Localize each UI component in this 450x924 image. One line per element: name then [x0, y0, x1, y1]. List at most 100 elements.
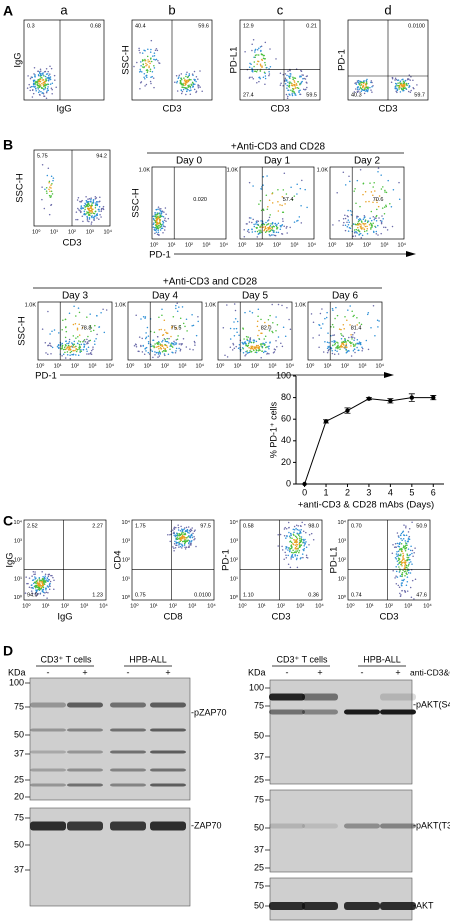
event-dot — [184, 546, 186, 549]
event-dot — [245, 342, 247, 345]
event-dot — [88, 217, 91, 219]
event-dot — [142, 63, 144, 65]
event-dot — [157, 208, 159, 210]
event-dot — [391, 552, 394, 554]
event-dot — [77, 354, 80, 356]
group-label: HPB-ALL — [363, 654, 401, 664]
event-dot — [157, 353, 160, 355]
event-dot — [357, 218, 360, 221]
event-dot — [350, 214, 353, 216]
blot-band — [67, 768, 103, 772]
event-dot — [247, 228, 250, 231]
event-dot — [180, 78, 183, 81]
event-dot — [184, 78, 186, 81]
event-dot — [288, 82, 291, 85]
event-dot — [245, 353, 247, 356]
event-dot — [385, 205, 388, 208]
event-dot — [297, 525, 300, 527]
event-dot — [375, 199, 378, 201]
band-label: -ZAP70 — [191, 820, 222, 830]
event-dot — [302, 556, 304, 559]
event-dot — [306, 86, 308, 89]
event-dot — [37, 70, 39, 72]
event-dot — [90, 351, 92, 354]
event-dot — [336, 341, 338, 343]
event-dot — [308, 544, 310, 546]
event-dot — [355, 88, 357, 90]
event-dot — [345, 348, 347, 351]
event-dot — [357, 90, 360, 92]
event-dot — [286, 74, 288, 77]
event-dot — [153, 345, 155, 348]
event-dot — [83, 210, 86, 212]
event-dot — [156, 221, 158, 224]
event-dot — [363, 80, 365, 82]
event-dot — [372, 85, 374, 87]
event-dot — [266, 175, 268, 177]
event-dot — [75, 211, 78, 213]
event-dot — [238, 344, 241, 346]
event-dot — [102, 205, 105, 208]
y-tick-label: 40 — [281, 435, 291, 445]
event-dot — [397, 82, 399, 84]
event-dot — [90, 197, 92, 199]
event-dot — [36, 594, 38, 596]
quadrant-percent: 40.4 — [135, 23, 146, 29]
event-dot — [94, 196, 97, 198]
event-dot — [144, 317, 146, 319]
event-dot — [36, 589, 39, 591]
event-dot — [360, 227, 363, 230]
event-dot — [282, 220, 284, 223]
event-dot — [288, 527, 290, 529]
event-dot — [76, 327, 79, 329]
event-dot — [46, 174, 49, 177]
x-tick-label: 10¹ — [50, 229, 58, 235]
event-dot — [80, 348, 82, 351]
event-dot — [64, 336, 67, 339]
event-dot — [33, 80, 35, 83]
event-dot — [72, 335, 75, 337]
event-dot — [68, 338, 71, 341]
event-dot — [40, 586, 43, 588]
event-dot — [173, 542, 176, 545]
event-dot — [377, 167, 380, 169]
event-dot — [256, 236, 259, 238]
event-dot — [289, 81, 291, 83]
event-dot — [159, 351, 161, 354]
event-dot — [144, 85, 146, 87]
event-dot — [179, 536, 181, 539]
event-dot — [377, 326, 379, 328]
mw-marker: 75 — [254, 794, 264, 804]
event-dot — [249, 349, 251, 352]
event-dot — [184, 536, 186, 539]
event-dot — [47, 70, 49, 73]
event-dot — [404, 549, 407, 552]
event-dot — [162, 216, 165, 218]
event-dot — [180, 92, 183, 95]
event-dot — [34, 85, 36, 88]
event-dot — [362, 82, 365, 85]
blot-band — [302, 693, 338, 701]
event-dot — [245, 350, 247, 353]
event-dot — [262, 57, 265, 59]
event-dot — [295, 551, 297, 554]
event-dot — [71, 346, 73, 348]
event-dot — [301, 74, 303, 76]
event-dot — [229, 338, 232, 340]
kda-label: KDa — [248, 667, 266, 677]
x-tick-label: 10² — [385, 603, 393, 609]
event-dot — [287, 70, 289, 72]
event-dot — [86, 200, 88, 203]
event-dot — [175, 538, 177, 541]
group-label: CD3⁺ T cells — [41, 654, 92, 664]
event-dot — [157, 356, 159, 358]
event-dot — [397, 584, 400, 587]
event-dot — [69, 345, 72, 348]
event-dot — [401, 589, 403, 592]
event-dot — [52, 576, 54, 579]
x-tick-label: 10³ — [296, 603, 304, 609]
event-dot — [153, 67, 156, 69]
event-dot — [256, 54, 258, 56]
x-tick-label: 10⁴ — [99, 602, 108, 609]
event-dot — [185, 318, 188, 321]
